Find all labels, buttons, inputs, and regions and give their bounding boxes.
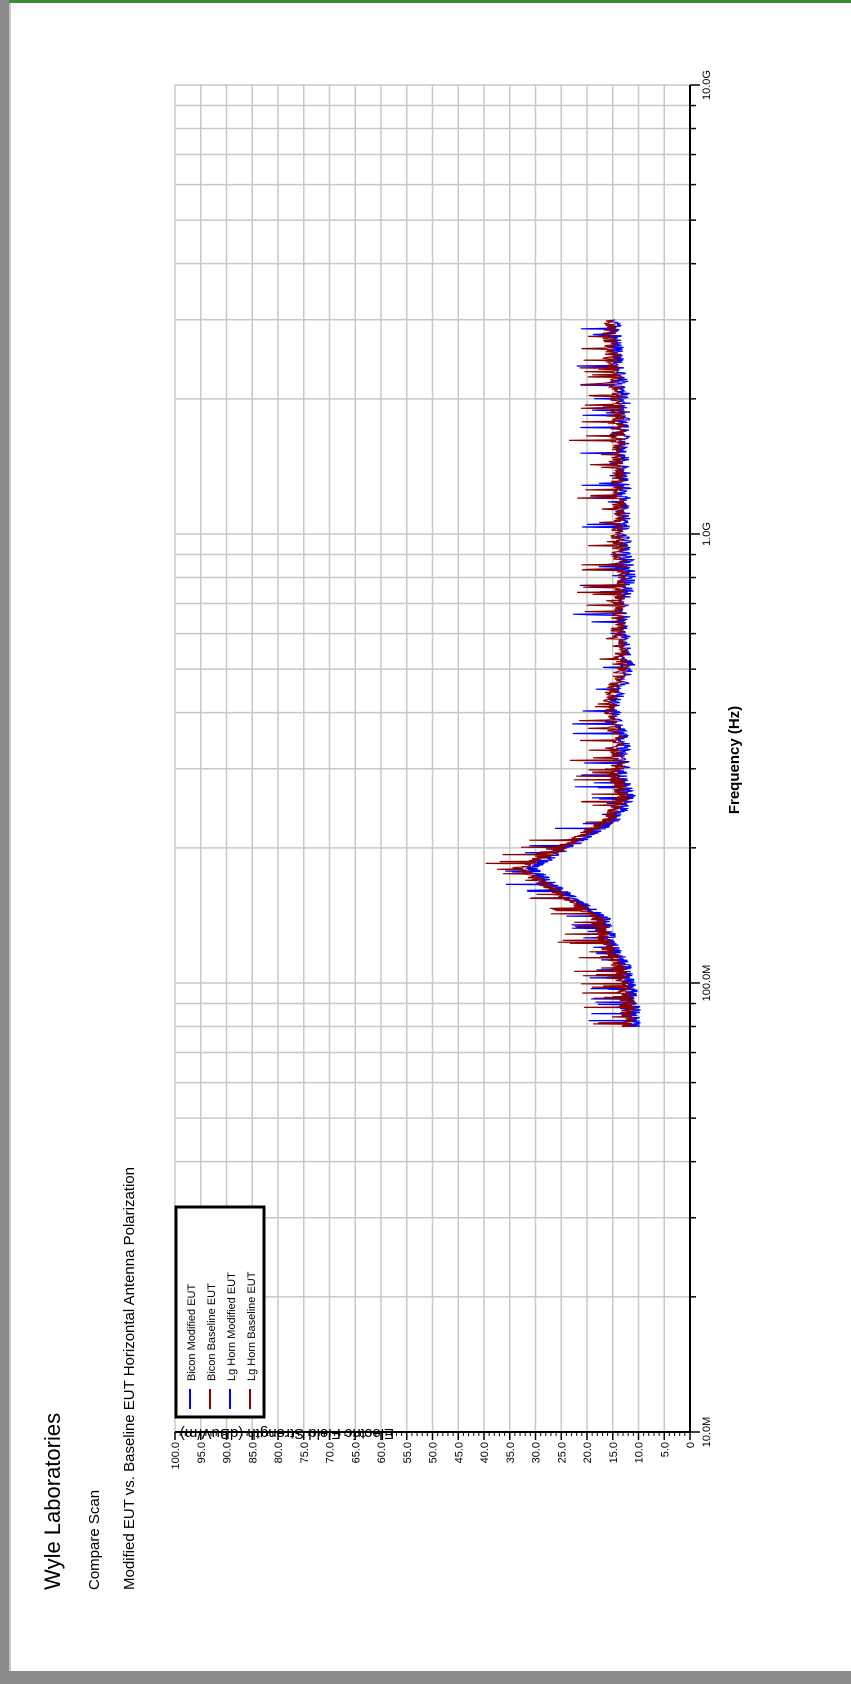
legend-entry: Bicon Baseline EUT bbox=[206, 1283, 218, 1381]
amplitude-tick-label: 85.0 bbox=[247, 1442, 259, 1463]
amplitude-tick-label: 30.0 bbox=[531, 1442, 543, 1463]
legend: Bicon Modified EUT Bicon Baseline EUT Lg H… bbox=[174, 1205, 266, 1419]
frame-bottom-border bbox=[0, 1671, 851, 1684]
amplitude-tick-label: 5.0 bbox=[659, 1442, 671, 1457]
amplitude-tick-label: 40.0 bbox=[479, 1442, 491, 1463]
amplitude-tick-label: 15.0 bbox=[608, 1442, 620, 1463]
amplitude-tick-label: 60.0 bbox=[376, 1442, 388, 1463]
amplitude-tick-label: 75.0 bbox=[299, 1442, 311, 1463]
frequency-tick-label: 10.0M bbox=[701, 1417, 713, 1448]
amplitude-tick-label: 55.0 bbox=[402, 1442, 414, 1463]
amplitude-tick-label: 35.0 bbox=[505, 1442, 517, 1463]
legend-entry: Lg Horn Baseline EUT bbox=[246, 1271, 258, 1381]
tick-labels: 0 5.0 10.0 15.0 20.0 25.0 30.0 35.0 40.0 45.0 50.0… bbox=[170, 70, 713, 1470]
frequency-tick-label: 10.0G bbox=[701, 70, 713, 100]
frame-left-inner-border bbox=[9, 3, 11, 1678]
amplitude-tick-label: 80.0 bbox=[273, 1442, 285, 1463]
legend-entry: Bicon Modified EUT bbox=[186, 1284, 198, 1381]
amplitude-tick-label: 20.0 bbox=[582, 1442, 594, 1463]
amplitude-tick-label: 90.0 bbox=[222, 1442, 234, 1463]
amplitude-tick-label: 65.0 bbox=[350, 1442, 362, 1463]
frame-left-border bbox=[0, 0, 9, 1684]
series-line bbox=[569, 319, 631, 770]
tick-marks bbox=[174, 84, 700, 1440]
scan-description: Modified EUT vs. Baseline EUT Horizontal… bbox=[121, 1167, 138, 1590]
x-axis-label: Frequency (Hz) bbox=[726, 706, 743, 814]
scan-type-label: Compare Scan bbox=[86, 1490, 103, 1590]
legend-box bbox=[174, 1205, 266, 1419]
amplitude-tick-label: 50.0 bbox=[428, 1442, 440, 1463]
company-title: Wyle Laboratories bbox=[40, 1413, 65, 1590]
legend-entry: Lg Horn Modified EUT bbox=[226, 1272, 238, 1381]
series-group bbox=[485, 319, 641, 1028]
frequency-tick-label: 100.0M bbox=[701, 965, 713, 1002]
amplitude-tick-label: 70.0 bbox=[325, 1442, 337, 1463]
frequency-tick-label: 1.0G bbox=[701, 522, 713, 546]
series-line bbox=[572, 319, 636, 770]
y-axis-label: Electric Field Strength (dBuV/m) bbox=[180, 1425, 394, 1442]
series-line bbox=[485, 768, 636, 1028]
amplitude-tick-label: 25.0 bbox=[556, 1442, 568, 1463]
frame-top-border bbox=[0, 0, 851, 3]
amplitude-tick-label: 95.0 bbox=[196, 1442, 208, 1463]
amplitude-tick-label: 10.0 bbox=[634, 1442, 646, 1463]
amplitude-tick-label: 45.0 bbox=[453, 1442, 465, 1463]
amplitude-tick-label: 0 bbox=[685, 1442, 697, 1448]
amplitude-tick-label: 100.0 bbox=[170, 1442, 182, 1470]
